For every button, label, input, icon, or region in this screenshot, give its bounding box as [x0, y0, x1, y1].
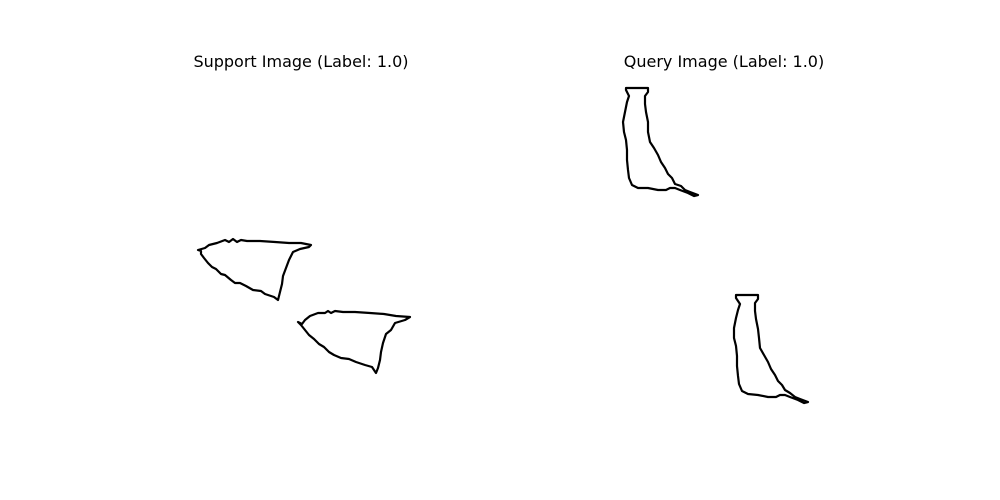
query-panel: Query Image (Label: 1.0)	[548, 0, 900, 500]
query-image	[621, 86, 810, 405]
support-panel: Support Image (Label: 1.0)	[125, 0, 477, 500]
query-shape-1	[621, 86, 700, 198]
support-shape-2	[296, 309, 412, 375]
support-title: Support Image (Label: 1.0)	[193, 52, 409, 71]
support-shape-1	[196, 237, 313, 302]
query-title: Query Image (Label: 1.0)	[623, 52, 825, 71]
query-shape-2	[732, 293, 810, 405]
support-image	[196, 237, 412, 375]
